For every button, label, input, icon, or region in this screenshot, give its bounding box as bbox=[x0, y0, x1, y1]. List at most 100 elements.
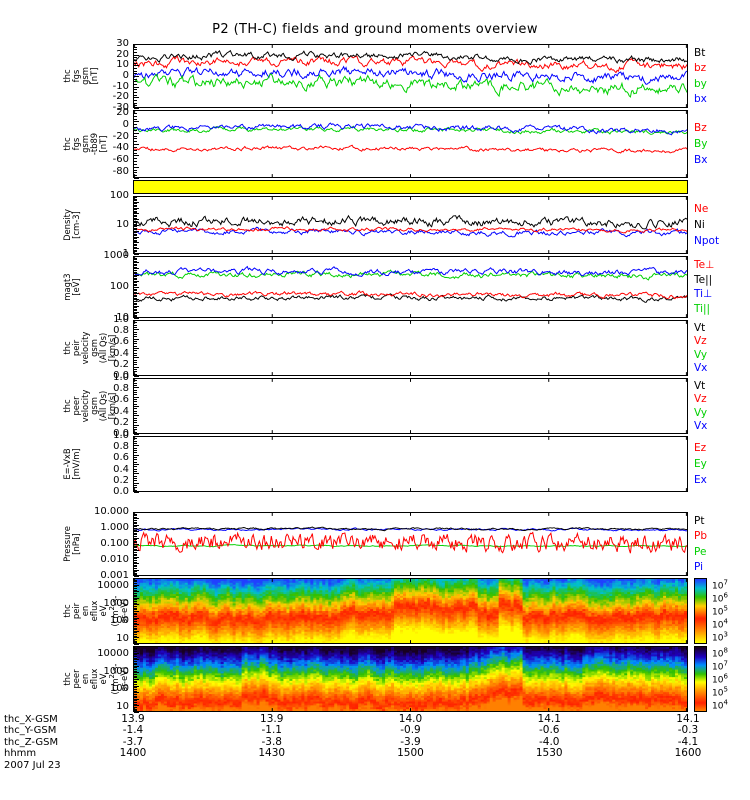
legend-label-Ni: Ni bbox=[694, 219, 705, 231]
plot-panel-peer-eflux bbox=[133, 646, 688, 712]
y-tick-label: 10000 bbox=[97, 580, 129, 592]
colorbar-tick-label: 105 bbox=[712, 686, 728, 699]
legend-label-bz: bz bbox=[694, 62, 707, 75]
x-axis-row-label: thc_Z-GSM bbox=[4, 736, 59, 748]
x-axis-row-label: thc_X-GSM bbox=[4, 714, 58, 725]
date-label: 2007 Jul 23 bbox=[4, 759, 61, 771]
x-tick-y-gsm: -0.6 bbox=[539, 724, 560, 737]
legend-label-Te: Te⊥ bbox=[694, 258, 715, 271]
y-tick-label: 1.0 bbox=[113, 372, 129, 383]
plot-panel-peir-velocity bbox=[133, 320, 688, 376]
y-tick-label: 0.2 bbox=[113, 416, 129, 428]
colorbar-tick-mantissa: 10 bbox=[712, 594, 724, 605]
x-tick-y-gsm: -1.1 bbox=[261, 724, 283, 737]
y-tick-label: 0.2 bbox=[113, 474, 129, 486]
y-axis-ticks-pressure: 10.000 1.000 0.100 0.010 0.001 bbox=[69, 507, 129, 581]
y-tick-label: 20 bbox=[116, 48, 129, 60]
y-tick-label: 100 bbox=[109, 281, 129, 292]
y-tick-label: 0.8 bbox=[113, 441, 129, 453]
x-tick-hhmm: 1500 bbox=[397, 747, 424, 760]
colorbar-electron bbox=[694, 646, 707, 712]
x-tick-x-gsm: 13.9 bbox=[260, 713, 284, 725]
y-tick-label: 0.8 bbox=[113, 383, 129, 395]
x-axis-row-label: thc_Y-GSM bbox=[4, 725, 57, 737]
colorbar-tick-label: 106 bbox=[712, 591, 728, 604]
y-tick-label: 0.100 bbox=[100, 538, 129, 549]
x-tick-z-gsm: -3.8 bbox=[261, 735, 283, 748]
y-axis-title-peer-eflux: thc peer en eflux eV (cm2-s-sr-eV) bbox=[62, 646, 129, 712]
y-axis-title-pressure: Pressure [nPa] bbox=[62, 512, 81, 576]
y-axis-ticks-peir-eflux: 10000 1000 100 10 bbox=[69, 578, 129, 644]
colorbar-tick-label: 107 bbox=[712, 578, 728, 591]
plot-panel-density bbox=[133, 196, 688, 254]
x-tick-group: 13.9 -1.4 -3.7 1400 bbox=[93, 713, 173, 760]
legend-label-Pb: Pb bbox=[694, 530, 707, 543]
x-tick-group: 13.9 -1.1 -3.8 1430 bbox=[232, 713, 312, 760]
plot-panel-fgs-gsm-t89 bbox=[133, 110, 688, 178]
x-tick-hhmm: 1400 bbox=[119, 747, 147, 760]
y-minor-ticks-peer-eflux bbox=[133, 646, 141, 713]
plot-panel-pressure bbox=[133, 512, 688, 576]
y-tick-label: 100 bbox=[109, 683, 129, 695]
y-axis-title-line: [mV/m] bbox=[71, 448, 81, 480]
y-axis-title-line: [eV] bbox=[71, 278, 81, 296]
colorbar-tick-label: 104 bbox=[712, 618, 728, 631]
y-tick-label: -40 bbox=[112, 142, 129, 154]
legend-label-Vt: Vt bbox=[694, 380, 706, 392]
y-axis-title-line: sr-eV) bbox=[118, 666, 129, 692]
y-tick-label: 0.6 bbox=[113, 394, 129, 406]
colorbar-tick-exponent: 7 bbox=[723, 578, 728, 587]
legend-label-Pe: Pe bbox=[694, 545, 707, 558]
y-axis-ticks-efield: 1.0 0.8 0.6 0.4 0.2 0.0 bbox=[69, 431, 129, 497]
y-tick-label: 0.2 bbox=[113, 358, 129, 370]
x-tick-group: 14.0 -0.9 -3.9 1500 bbox=[371, 713, 451, 760]
colorbar-tick-exponent: 6 bbox=[723, 591, 728, 600]
plot-panel-yellow-bar bbox=[133, 180, 688, 194]
y-tick-label: 1000 bbox=[103, 665, 129, 677]
x-tick-hhmm: 1430 bbox=[258, 747, 286, 760]
x-tick-z-gsm: -4.1 bbox=[677, 735, 699, 748]
x-axis-row-labels: thc_X-GSM thc_Y-GSM thc_Z-GSM hhmm 2007 Jul … bbox=[4, 714, 61, 771]
y-axis-ticks-density: 100 10 1 bbox=[69, 191, 129, 259]
colorbar-tick-label: 107 bbox=[712, 659, 728, 672]
y-axis-title-line: sr-eV) bbox=[118, 598, 129, 624]
y-axis-title-line: [km/s] bbox=[107, 334, 117, 362]
colorbar-tick-label: 106 bbox=[712, 673, 728, 686]
x-axis-row-label: hhmm bbox=[4, 748, 37, 760]
colorbar-tick-mantissa: 10 bbox=[712, 675, 724, 686]
y-tick-label: 0.0 bbox=[113, 428, 129, 439]
y-tick-label: 10 bbox=[116, 219, 129, 230]
y-axis-title-peir-eflux: thc peir en eflux eV (cm2-s-sr-eV) bbox=[62, 578, 129, 644]
y-axis-title-line: [cm-3] bbox=[71, 211, 81, 239]
legend-label-Vx: Vx bbox=[694, 362, 708, 374]
x-tick-z-gsm: -3.7 bbox=[122, 735, 144, 748]
y-tick-label: 0 bbox=[122, 70, 129, 81]
legend-label-by: by bbox=[694, 77, 707, 90]
y-tick-label: 1.0 bbox=[113, 430, 129, 441]
y-tick-label: 100 bbox=[109, 615, 129, 627]
y-tick-label: 0.001 bbox=[100, 570, 129, 581]
colorbar-tick-exponent: 3 bbox=[723, 630, 728, 639]
y-axis-title-fgs-gsm: thc fgs gsm [nT] bbox=[62, 44, 99, 108]
legend-label-Te: Te|| bbox=[694, 273, 713, 286]
y-tick-label: 1000 bbox=[103, 250, 129, 261]
y-axis-ticks-magt3: 1000 100 10 bbox=[69, 251, 129, 323]
x-tick-x-gsm: 14.1 bbox=[676, 713, 700, 725]
colorbar-tick-mantissa: 10 bbox=[712, 688, 724, 699]
plot-panel-efield bbox=[133, 436, 688, 492]
x-tick-y-gsm: -0.9 bbox=[400, 724, 421, 737]
colorbar-tick-exponent: 6 bbox=[723, 672, 728, 681]
colorbar-tick-mantissa: 10 bbox=[712, 649, 724, 660]
y-tick-label: 100 bbox=[109, 190, 129, 201]
y-tick-label: -10 bbox=[112, 80, 129, 92]
plot-panel-peir-eflux bbox=[133, 578, 688, 644]
y-minor-ticks-peer-velocity bbox=[133, 378, 141, 435]
colorbar-tick-mantissa: 10 bbox=[712, 607, 724, 618]
y-tick-label: 10 bbox=[116, 59, 129, 71]
y-axis-title-magt3: magt3 [eV] bbox=[62, 256, 81, 318]
colorbar-tick-exponent: 4 bbox=[723, 617, 728, 626]
colorbar-tick-exponent: 5 bbox=[723, 685, 728, 694]
y-axis-title-fgs-gsm-t89: thc fgs gsm -tb89 [nT] bbox=[62, 110, 108, 178]
x-tick-z-gsm: -3.9 bbox=[400, 735, 421, 748]
